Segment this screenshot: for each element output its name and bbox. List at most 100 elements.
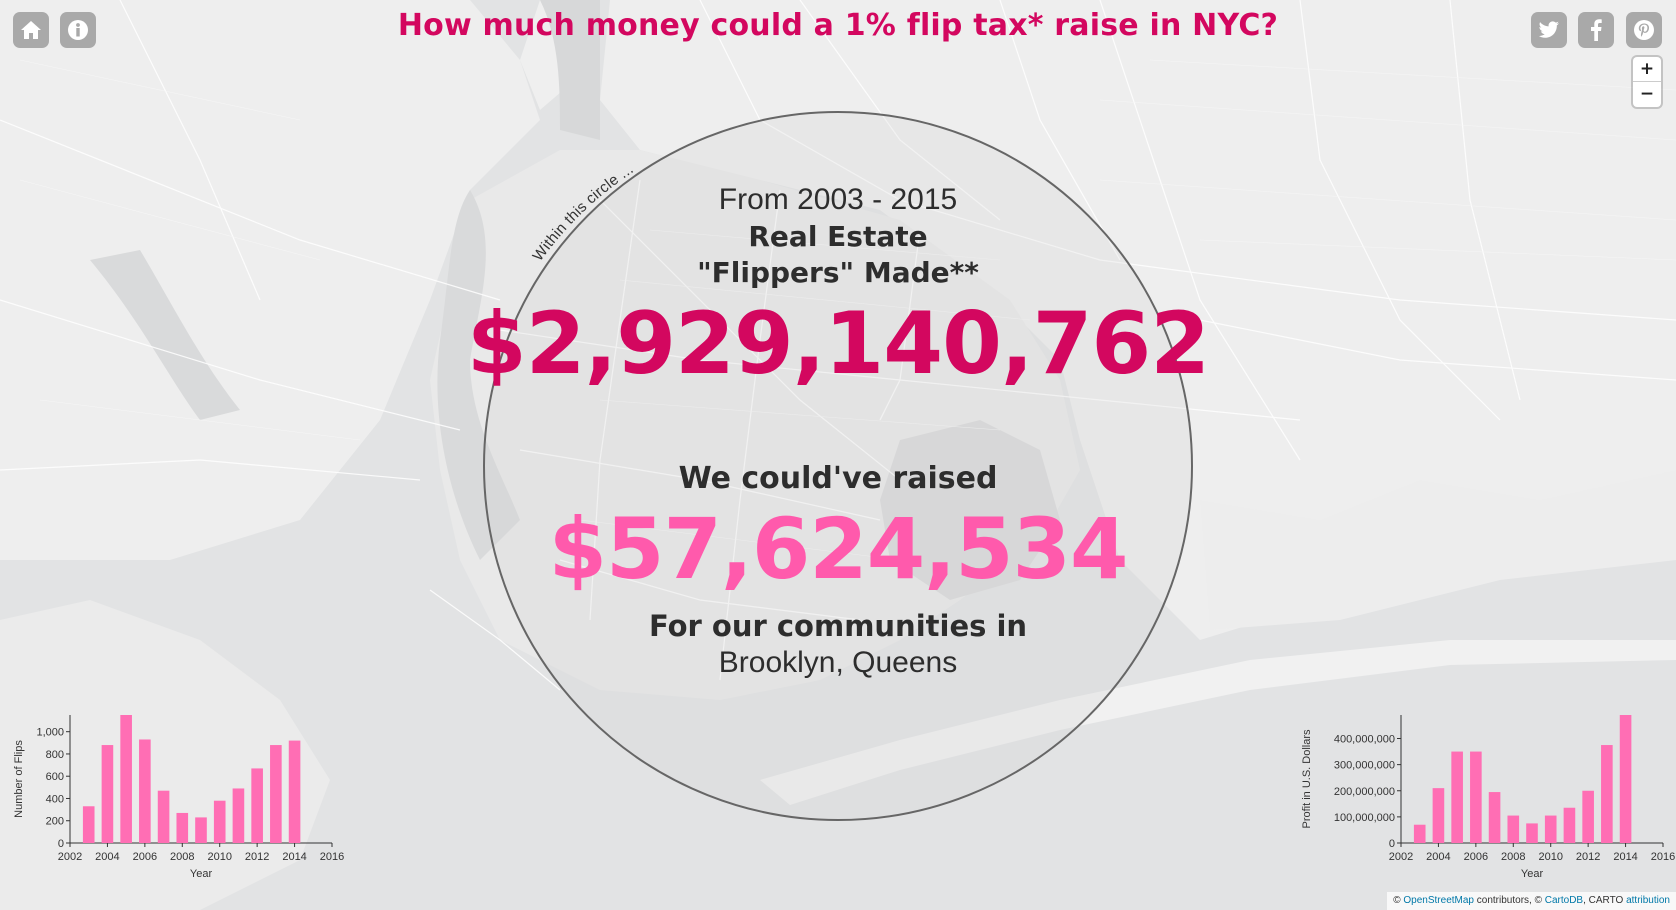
info-button[interactable] [60, 12, 96, 48]
y-tick-label: 800 [46, 749, 64, 761]
y-tick-label: 200 [46, 816, 64, 828]
x-tick-label: 2002 [58, 851, 82, 863]
places-label: Brooklyn, Queens [718, 646, 958, 679]
x-tick-label: 2006 [133, 851, 157, 863]
water-east-river [540, 0, 600, 140]
bar-2005 [120, 715, 132, 843]
flippers-made-label: "Flippers" Made** [697, 256, 979, 289]
profit-chart-svg: 0 100,000,000 200,000,000 300,000,000 400,00… [1301, 715, 1675, 880]
flips-chart: 0 200 400 600 800 1,000 2002 2004 2006 2008 2010 20… [8, 715, 344, 887]
y-tick-label: 400,000,000 [1334, 734, 1395, 746]
y-tick-label: 300,000,000 [1334, 760, 1395, 772]
x-tick-label: 2012 [1576, 851, 1600, 863]
page-title: How much money could a 1% flip tax* rais… [397, 8, 1279, 43]
twitter-share-button[interactable] [1531, 12, 1567, 48]
zoom-in-button[interactable]: + [1633, 57, 1661, 82]
amount-raised: $57,624,534 [548, 500, 1129, 598]
y-axis-label: Profit in U.S. Dollars [1301, 729, 1313, 829]
zoom-out-button[interactable]: − [1639, 84, 1655, 104]
bar-2006 [139, 739, 151, 843]
x-tick-label: 2008 [1501, 851, 1525, 863]
period-label: From 2003 - 2015 [718, 183, 958, 216]
pinterest-icon [1633, 19, 1655, 41]
x-tick-label: 2010 [1538, 851, 1562, 863]
x-tick-label: 2002 [1389, 851, 1413, 863]
land-jamaica-bay-island [880, 420, 1060, 600]
bar-2003 [1413, 824, 1426, 843]
raise-label: We could've raised [678, 461, 998, 496]
x-axis-label: Year [1521, 868, 1544, 880]
attribution-link[interactable]: attribution [1626, 895, 1670, 906]
communities-label: For our communities in [648, 609, 1028, 643]
pinterest-share-button[interactable] [1626, 12, 1662, 48]
bar-2010 [213, 800, 226, 843]
cartodb-link[interactable]: CartoDB [1544, 895, 1584, 906]
real-estate-label: Real Estate [748, 220, 928, 253]
bar-2004 [101, 745, 114, 843]
land-staten [0, 600, 330, 910]
land-rockaway [760, 640, 1676, 805]
x-tick-label: 2008 [170, 851, 194, 863]
home-button[interactable] [13, 12, 49, 48]
bar-2009 [1526, 823, 1538, 843]
bar-2008 [176, 812, 189, 843]
bar-2012 [1582, 790, 1594, 843]
y-axis-label: Number of Flips [13, 740, 25, 818]
bar-2014 [288, 740, 301, 843]
x-tick-label: 2010 [207, 851, 231, 863]
bar-2007 [157, 790, 170, 843]
osm-link[interactable]: OpenStreetMap [1403, 895, 1474, 906]
x-tick-label: 2016 [320, 851, 344, 863]
bar-2014 [1619, 715, 1632, 843]
minor-streets [19, 59, 1676, 561]
bar-2011 [1563, 807, 1576, 843]
info-icon [67, 19, 89, 41]
radius-circle [483, 111, 1193, 821]
x-tick-label: 2012 [245, 851, 269, 863]
x-tick-label: 2016 [1651, 851, 1675, 863]
y-tick-label: 200,000,000 [1334, 786, 1395, 798]
x-tick-label: 2004 [1426, 851, 1450, 863]
bar-2010 [1544, 815, 1557, 843]
land-bronx-queens [600, 0, 1676, 640]
flips-chart-svg: 0 200 400 600 800 1,000 2002 2004 2006 2008 2010 20… [13, 715, 344, 880]
y-tick-label: 1,000 [36, 727, 64, 739]
bar-2007 [1488, 792, 1501, 843]
x-axis-label: Year [190, 868, 213, 880]
zoom-control: + − [1633, 57, 1661, 107]
bar-2012 [251, 768, 263, 843]
water-channel [437, 190, 520, 560]
twitter-icon [1538, 21, 1560, 39]
y-tick-label: 0 [1389, 838, 1395, 850]
x-tick-label: 2014 [282, 851, 306, 863]
bar-2013 [1601, 745, 1613, 843]
facebook-icon [1590, 19, 1602, 41]
roads [0, 0, 1676, 691]
bar-2006 [1470, 751, 1482, 843]
bar-2008 [1507, 815, 1520, 843]
x-tick-label: 2006 [1464, 851, 1488, 863]
map-attribution: © OpenStreetMap contributors, © CartoDB,… [1387, 892, 1676, 910]
facebook-share-button[interactable] [1578, 12, 1614, 48]
water-newark-bay [90, 250, 240, 420]
bar-2005 [1451, 751, 1463, 843]
y-tick-label: 600 [46, 771, 64, 783]
land-li-sound [1200, 470, 1676, 630]
y-tick-label: 400 [46, 793, 64, 805]
bar-2009 [195, 817, 207, 843]
bar-2004 [1432, 788, 1445, 843]
x-tick-label: 2014 [1613, 851, 1637, 863]
x-tick-label: 2004 [95, 851, 119, 863]
amount-made: $2,929,140,762 [466, 294, 1210, 394]
land-north [0, 0, 540, 560]
attribution-middle: contributors, © [1474, 895, 1542, 906]
y-tick-label: 100,000,000 [1334, 812, 1395, 824]
bar-2003 [82, 806, 95, 843]
bar-2011 [232, 788, 245, 843]
y-tick-label: 0 [58, 838, 64, 850]
attribution-suffix: , CARTO [1583, 895, 1624, 906]
home-icon [20, 20, 42, 40]
attribution-prefix: © [1393, 895, 1401, 906]
